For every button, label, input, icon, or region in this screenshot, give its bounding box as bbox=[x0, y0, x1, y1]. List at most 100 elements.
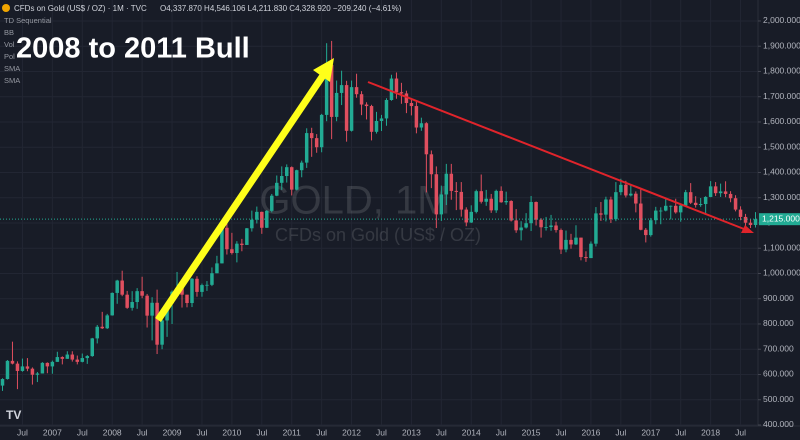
x-tick-label: 2017 bbox=[641, 427, 660, 437]
indicator-label: Vol bbox=[4, 40, 15, 49]
candle-body bbox=[294, 170, 299, 190]
candle-body bbox=[549, 225, 553, 228]
watermark: GOLD, 1M bbox=[259, 179, 450, 223]
x-tick-label: Jul bbox=[556, 427, 567, 437]
x-tick-label: Jul bbox=[376, 427, 387, 437]
candle-body bbox=[140, 291, 144, 296]
candle-body bbox=[723, 191, 728, 194]
candle-body bbox=[354, 87, 359, 95]
candle-body bbox=[688, 192, 693, 203]
symbol-icon bbox=[2, 4, 10, 12]
candle-body bbox=[255, 211, 259, 220]
candle-body bbox=[304, 133, 309, 163]
candle-body bbox=[668, 205, 673, 207]
candle-body bbox=[195, 278, 199, 292]
candle-body bbox=[374, 120, 379, 132]
candle-body bbox=[65, 354, 70, 359]
candle-body bbox=[10, 360, 15, 364]
candle-body bbox=[569, 239, 573, 245]
y-tick-label: 1,300.000 bbox=[763, 192, 800, 202]
candle-body bbox=[250, 219, 254, 229]
candle-body bbox=[110, 292, 114, 316]
y-tick-label: 900.000 bbox=[763, 293, 794, 303]
candle-body bbox=[245, 228, 249, 245]
candle-body bbox=[678, 205, 683, 213]
candle-body bbox=[30, 368, 35, 375]
candle-body bbox=[708, 186, 713, 197]
candle-body bbox=[624, 184, 628, 196]
candle-body bbox=[90, 338, 95, 357]
candle-body bbox=[5, 360, 10, 380]
x-tick-label: 2008 bbox=[103, 427, 122, 437]
indicator-label: SMA bbox=[4, 76, 20, 85]
x-tick-label: 2016 bbox=[581, 427, 600, 437]
candle-body bbox=[654, 210, 658, 221]
candle-body bbox=[514, 220, 518, 231]
candle-body bbox=[399, 92, 404, 94]
candle-body bbox=[748, 222, 753, 225]
candle-body bbox=[120, 280, 124, 295]
y-tick-label: 800.000 bbox=[763, 318, 794, 328]
candle-body bbox=[449, 173, 454, 191]
candle-body bbox=[389, 78, 394, 100]
candle-body bbox=[409, 103, 414, 107]
candle-body bbox=[280, 176, 284, 183]
candle-body bbox=[693, 202, 698, 206]
candle-body bbox=[240, 243, 244, 245]
candle-body bbox=[20, 366, 25, 371]
candle-body bbox=[100, 326, 104, 329]
candle-body bbox=[270, 195, 274, 211]
candle-body bbox=[235, 243, 239, 254]
candle-body bbox=[70, 354, 75, 360]
x-tick-label: 2015 bbox=[522, 427, 541, 437]
candle-body bbox=[644, 229, 648, 236]
x-tick-label: Jul bbox=[77, 427, 88, 437]
candle-body bbox=[489, 198, 493, 211]
candle-body bbox=[509, 201, 513, 221]
bull-arrow-shaft bbox=[155, 72, 327, 322]
candle-body bbox=[698, 204, 703, 206]
x-tick-label: 2018 bbox=[701, 427, 720, 437]
candle-body bbox=[105, 315, 109, 329]
candle-body bbox=[329, 64, 334, 117]
y-tick-label: 1,000.000 bbox=[763, 268, 800, 278]
candle-body bbox=[464, 209, 469, 223]
bear-arrow-head bbox=[741, 225, 754, 233]
candle-body bbox=[115, 280, 119, 293]
y-tick-label: 1,800.000 bbox=[763, 66, 800, 76]
candle-body bbox=[663, 205, 668, 211]
candle-body bbox=[180, 288, 184, 295]
bear-trend-line bbox=[367, 81, 745, 230]
candle-body bbox=[50, 361, 55, 367]
candle-body bbox=[80, 358, 85, 362]
candle-body bbox=[604, 199, 608, 215]
candle-body bbox=[275, 182, 279, 196]
candle-body bbox=[40, 362, 45, 374]
candle-body bbox=[95, 326, 99, 339]
candle-body bbox=[584, 257, 588, 259]
y-tick-label: 1,600.000 bbox=[763, 116, 800, 126]
y-tick-label: 400.000 bbox=[763, 419, 794, 429]
candle-body bbox=[599, 213, 603, 215]
candle-body bbox=[55, 357, 60, 362]
candle-body bbox=[150, 302, 154, 316]
candle-body bbox=[125, 294, 129, 308]
y-tick-label: 500.000 bbox=[763, 394, 794, 404]
x-tick-label: 2007 bbox=[43, 427, 62, 437]
candle-body bbox=[539, 219, 543, 228]
x-tick-label: Jul bbox=[316, 427, 327, 437]
candle-body bbox=[394, 78, 399, 93]
candle-body bbox=[220, 227, 224, 264]
candle-body bbox=[718, 191, 723, 194]
candle-body bbox=[299, 162, 304, 171]
watermark-subtitle: CFDs on Gold (US$ / OZ) bbox=[275, 225, 481, 245]
candle-body bbox=[309, 133, 314, 139]
candle-body bbox=[260, 211, 264, 228]
y-tick-label: 1,500.000 bbox=[763, 141, 800, 151]
candle-body bbox=[60, 357, 65, 359]
x-tick-label: Jul bbox=[675, 427, 686, 437]
x-tick-label: 2010 bbox=[222, 427, 241, 437]
candle-body bbox=[594, 213, 598, 244]
candle-body bbox=[414, 106, 419, 128]
candle-body bbox=[369, 106, 374, 132]
